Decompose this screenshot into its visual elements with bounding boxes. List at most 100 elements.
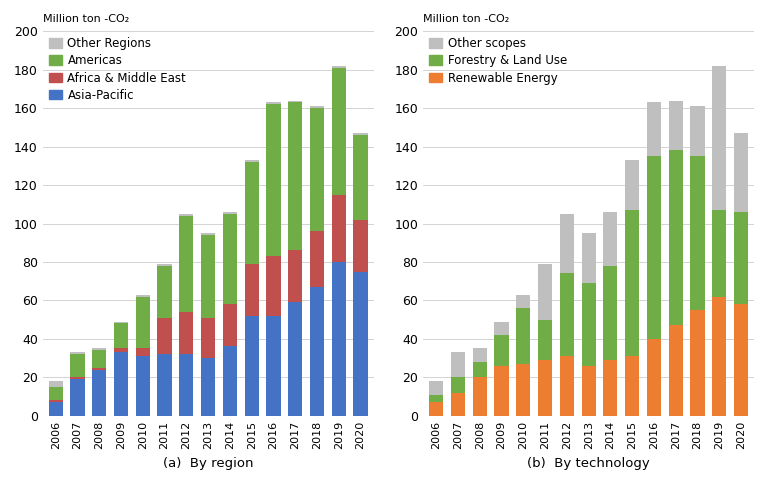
Bar [625,356,639,416]
Bar [429,381,443,394]
Bar [288,101,303,103]
Bar [288,103,303,250]
Bar [48,387,63,400]
Bar [712,66,727,210]
Bar [266,316,280,416]
Bar [647,103,661,156]
Bar [114,352,128,416]
Bar [451,393,465,416]
Bar [244,316,259,416]
Bar [560,273,574,356]
Bar [538,360,552,416]
Text: Million ton -CO₂: Million ton -CO₂ [43,14,129,24]
Bar [114,348,128,352]
Bar [429,402,443,416]
Bar [201,358,215,416]
Bar [604,212,617,266]
Bar [538,264,552,319]
Bar [538,319,552,360]
Bar [157,318,171,354]
Bar [647,339,661,416]
Bar [625,160,639,210]
Bar [136,295,150,297]
Bar [201,233,215,235]
Bar [429,394,443,402]
Bar [472,377,487,416]
Bar [353,220,368,272]
Bar [451,377,465,393]
Bar [310,287,324,416]
Bar [92,370,106,416]
Bar [625,210,639,356]
Bar [332,66,346,68]
Bar [223,347,237,416]
Bar [136,297,150,348]
X-axis label: (b)  By technology: (b) By technology [528,457,650,470]
Bar [92,348,106,350]
Bar [244,162,259,264]
Bar [201,318,215,358]
Bar [472,362,487,377]
Bar [157,354,171,416]
Bar [495,335,508,366]
Bar [332,262,346,416]
Bar [179,354,194,416]
Bar [179,214,194,216]
Bar [71,354,84,377]
Bar [690,106,704,156]
Bar [604,266,617,360]
Bar [495,366,508,416]
Bar [669,325,683,416]
Bar [310,231,324,287]
Bar [712,297,727,416]
Bar [136,356,150,416]
Bar [48,400,63,402]
Bar [581,233,596,283]
Bar [669,101,683,151]
Bar [353,133,368,135]
Bar [288,250,303,302]
Bar [114,323,128,348]
Bar [353,272,368,416]
Bar [353,135,368,220]
Bar [48,381,63,387]
Bar [581,366,596,416]
Bar [266,103,280,105]
Bar [71,352,84,354]
Bar [734,133,748,212]
Bar [114,321,128,323]
Bar [179,216,194,312]
Bar [332,195,346,262]
Bar [669,151,683,325]
Legend: Other Regions, Americas, Africa & Middle East, Asia-Pacific: Other Regions, Americas, Africa & Middle… [48,37,186,102]
Bar [223,212,237,214]
Bar [690,310,704,416]
Bar [581,283,596,366]
Bar [472,348,487,362]
X-axis label: (a)  By region: (a) By region [163,457,253,470]
Bar [157,264,171,266]
Bar [223,304,237,347]
Bar [71,377,84,379]
Bar [157,266,171,318]
Bar [516,308,531,364]
Text: Million ton -CO₂: Million ton -CO₂ [423,14,509,24]
Bar [604,360,617,416]
Bar [288,302,303,416]
Bar [332,68,346,195]
Bar [201,235,215,318]
Bar [71,379,84,416]
Bar [48,402,63,416]
Bar [92,368,106,370]
Bar [516,364,531,416]
Bar [244,160,259,162]
Bar [310,108,324,231]
Bar [266,105,280,256]
Bar [734,304,748,416]
Bar [179,312,194,354]
Bar [451,352,465,377]
Bar [92,350,106,368]
Bar [266,256,280,316]
Bar [560,356,574,416]
Bar [310,106,324,108]
